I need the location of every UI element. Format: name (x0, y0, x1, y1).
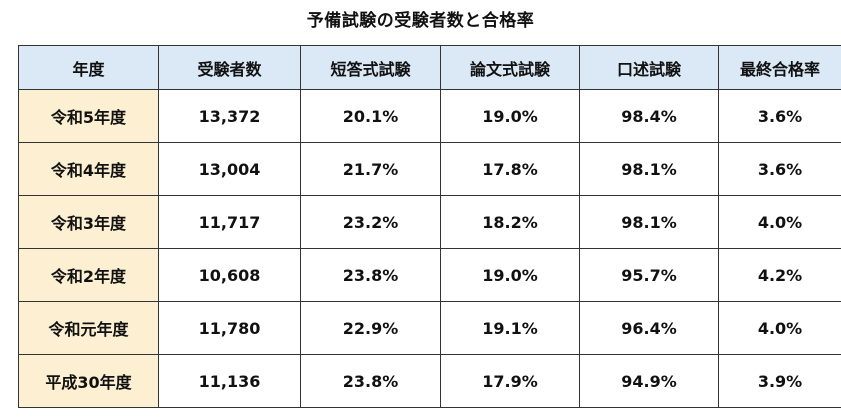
cell-year: 平成30年度 (18, 354, 159, 408)
cell-essay: 17.8% (440, 142, 580, 196)
cell-final-pass-rate: 3.6% (718, 142, 841, 196)
table-row: 令和元年度 11,780 22.9% 19.1% 96.4% 4.0% (18, 301, 841, 355)
cell-year: 令和4年度 (18, 142, 159, 196)
table-row: 令和4年度 13,004 21.7% 17.8% 98.1% 3.6% (18, 142, 841, 196)
pass-rate-table: 年度 受験者数 短答式試験 論文式試験 口述試験 最終合格率 令和5年度 13,… (18, 45, 841, 408)
cell-applicants: 11,780 (158, 301, 301, 355)
cell-short-answer: 23.8% (300, 248, 441, 302)
cell-final-pass-rate: 4.0% (718, 301, 841, 355)
cell-short-answer: 23.8% (300, 354, 441, 408)
table-row: 令和5年度 13,372 20.1% 19.0% 98.4% 3.6% (18, 89, 841, 143)
cell-essay: 17.9% (440, 354, 580, 408)
cell-oral: 98.4% (579, 89, 719, 143)
cell-essay: 19.1% (440, 301, 580, 355)
cell-year: 令和5年度 (18, 89, 159, 143)
table-row: 令和2年度 10,608 23.8% 19.0% 95.7% 4.2% (18, 248, 841, 302)
cell-applicants: 11,717 (158, 195, 301, 249)
cell-year: 令和2年度 (18, 248, 159, 302)
cell-applicants: 10,608 (158, 248, 301, 302)
header-row: 年度 受験者数 短答式試験 論文式試験 口述試験 最終合格率 (18, 45, 841, 90)
header-applicants: 受験者数 (158, 45, 301, 90)
cell-final-pass-rate: 3.6% (718, 89, 841, 143)
cell-oral: 96.4% (579, 301, 719, 355)
cell-short-answer: 23.2% (300, 195, 441, 249)
header-final-pass-rate: 最終合格率 (718, 45, 841, 90)
cell-oral: 94.9% (579, 354, 719, 408)
cell-final-pass-rate: 4.0% (718, 195, 841, 249)
header-short-answer: 短答式試験 (300, 45, 441, 90)
cell-essay: 19.0% (440, 89, 580, 143)
table-row: 令和3年度 11,717 23.2% 18.2% 98.1% 4.0% (18, 195, 841, 249)
cell-oral: 95.7% (579, 248, 719, 302)
header-oral: 口述試験 (579, 45, 719, 90)
table-body: 令和5年度 13,372 20.1% 19.0% 98.4% 3.6% 令和4年… (18, 89, 841, 408)
table-row: 平成30年度 11,136 23.8% 17.9% 94.9% 3.9% (18, 354, 841, 408)
cell-final-pass-rate: 3.9% (718, 354, 841, 408)
page-title: 予備試験の受験者数と合格率 (306, 11, 535, 31)
cell-applicants: 13,004 (158, 142, 301, 196)
cell-essay: 18.2% (440, 195, 580, 249)
cell-year: 令和元年度 (18, 301, 159, 355)
cell-short-answer: 22.9% (300, 301, 441, 355)
cell-oral: 98.1% (579, 142, 719, 196)
cell-essay: 19.0% (440, 248, 580, 302)
cell-oral: 98.1% (579, 195, 719, 249)
table-header: 年度 受験者数 短答式試験 論文式試験 口述試験 最終合格率 (18, 45, 841, 90)
header-essay: 論文式試験 (440, 45, 580, 90)
cell-year: 令和3年度 (18, 195, 159, 249)
cell-applicants: 13,372 (158, 89, 301, 143)
header-year: 年度 (18, 45, 159, 90)
cell-short-answer: 21.7% (300, 142, 441, 196)
cell-short-answer: 20.1% (300, 89, 441, 143)
cell-applicants: 11,136 (158, 354, 301, 408)
cell-final-pass-rate: 4.2% (718, 248, 841, 302)
